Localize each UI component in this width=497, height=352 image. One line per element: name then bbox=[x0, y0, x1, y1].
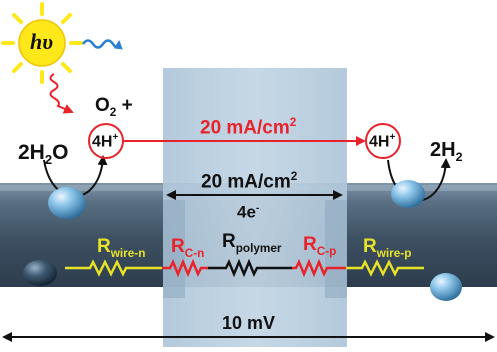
bubble-left bbox=[48, 187, 86, 219]
top-current-label: 20 mA/cm2 bbox=[200, 116, 297, 139]
resistor-c-n bbox=[162, 258, 208, 278]
wavy-arrow-icon bbox=[81, 39, 123, 50]
mid-current-label: 20 mA/cm2 bbox=[201, 170, 298, 193]
electrons-label: 4e- bbox=[237, 202, 260, 222]
r-polymer-label: Rpolymer bbox=[222, 231, 282, 255]
hydrogen-label: 2H2 bbox=[430, 139, 463, 164]
red-wavy-arrow bbox=[49, 73, 74, 114]
r-wire-p-label: Rwire-p bbox=[363, 236, 412, 260]
membrane-edge-right bbox=[325, 200, 347, 298]
polymer-membrane bbox=[163, 68, 347, 347]
r-wire-n-label: Rwire-n bbox=[97, 236, 146, 260]
oxygen-label: O2 + bbox=[95, 95, 133, 119]
bubble-right-dark bbox=[430, 273, 462, 301]
r-c-n-label: RC-n bbox=[171, 236, 205, 260]
voltage-label: 10 mV bbox=[222, 313, 276, 333]
bubble-right bbox=[391, 180, 425, 208]
sun-icon bbox=[1, 2, 83, 84]
photon-label: hυ bbox=[30, 29, 54, 54]
left-ion-label: 4H+ bbox=[92, 132, 119, 151]
resistor-circuit bbox=[65, 258, 424, 278]
water-label: 2H2O bbox=[18, 141, 69, 168]
resistor-polymer bbox=[208, 258, 292, 278]
right-ion-label: 4H+ bbox=[369, 132, 396, 151]
r-c-p-label: RC-p bbox=[303, 234, 337, 258]
bubble-left-dark bbox=[23, 260, 57, 286]
resistor-c-p bbox=[292, 258, 346, 278]
resistor-wire-n bbox=[65, 259, 162, 277]
resistor-wire-p bbox=[346, 259, 424, 277]
right-ion-circle bbox=[365, 123, 401, 159]
